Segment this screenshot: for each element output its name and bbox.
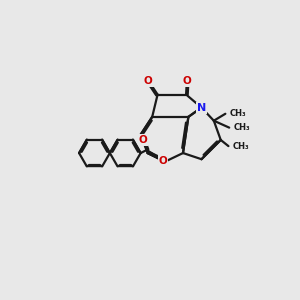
Text: O: O: [182, 76, 191, 86]
Text: O: O: [159, 156, 167, 166]
Text: CH₃: CH₃: [232, 142, 249, 151]
Text: O: O: [139, 135, 147, 145]
Text: O: O: [144, 76, 153, 86]
Text: CH₃: CH₃: [230, 109, 246, 118]
Text: N: N: [197, 103, 206, 112]
Text: CH₃: CH₃: [233, 123, 250, 132]
